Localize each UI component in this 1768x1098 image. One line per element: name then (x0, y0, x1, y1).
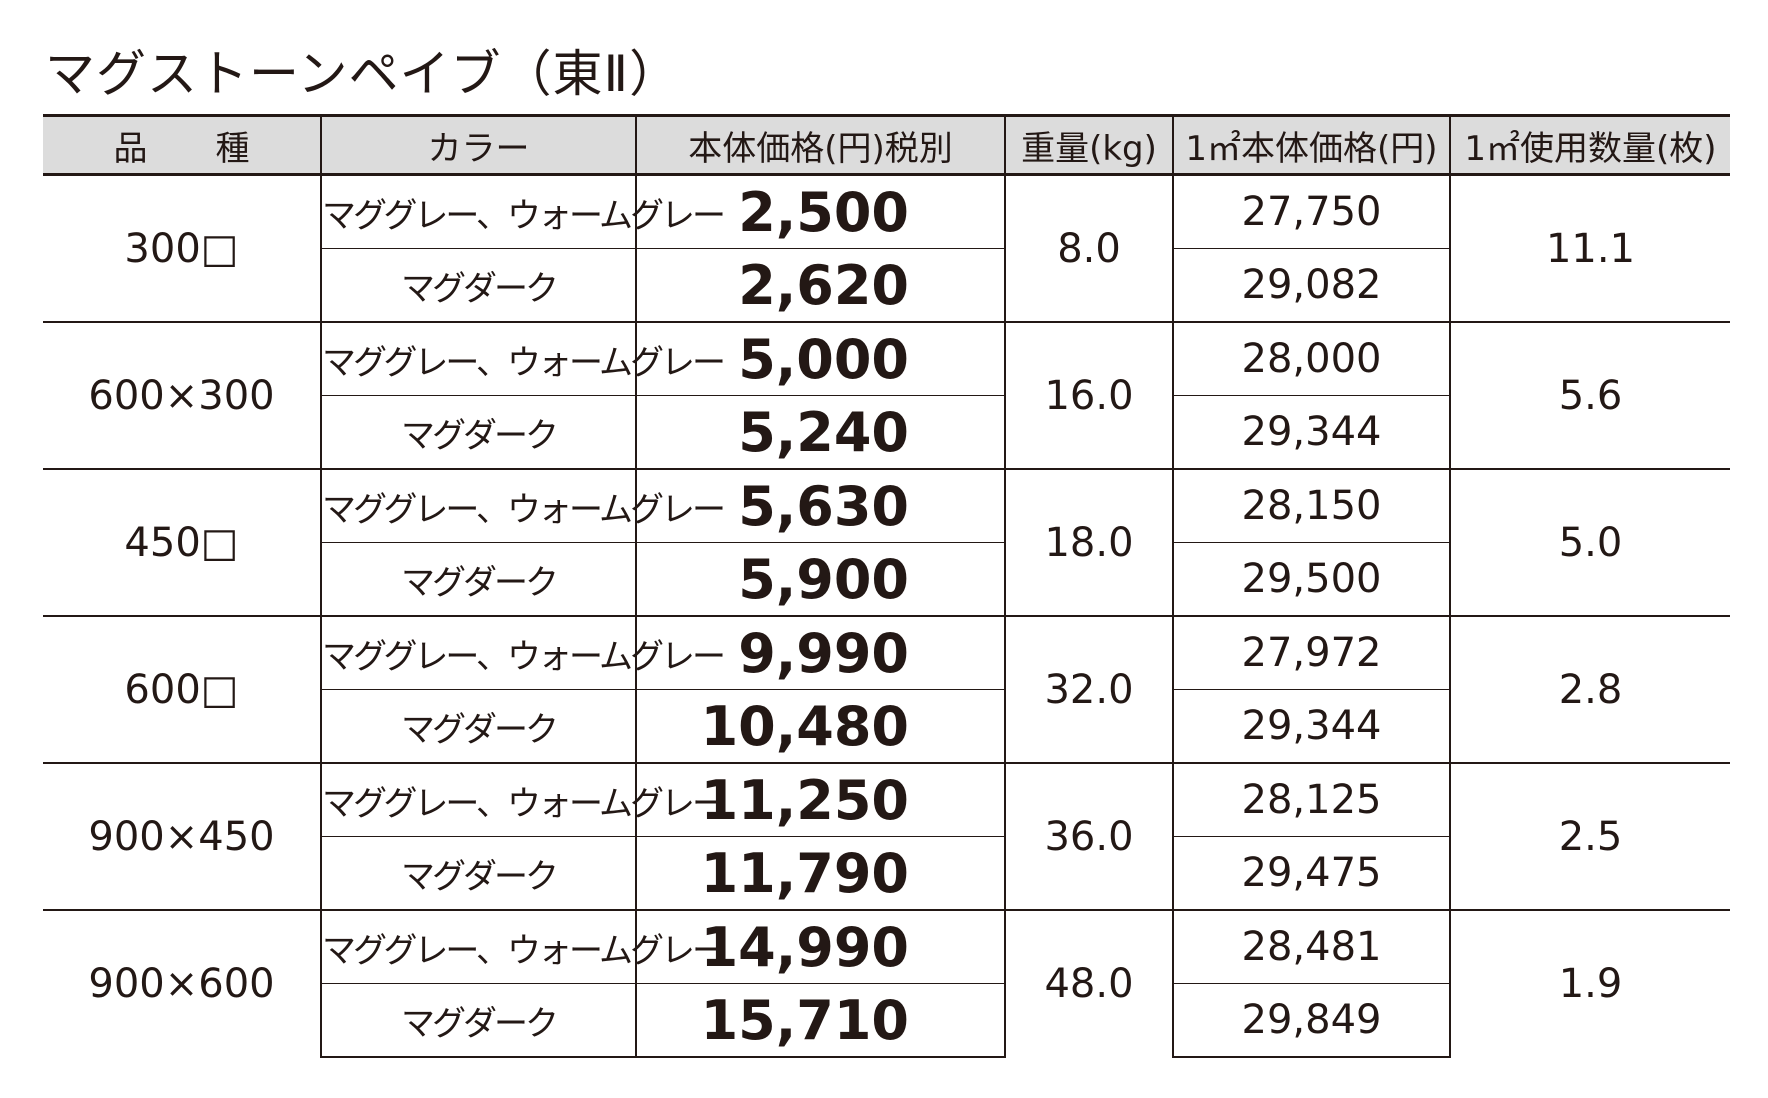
weight-cell: 16.0 (1004, 321, 1173, 469)
price-cell: 10,480 (635, 689, 1005, 763)
weight-cell: 8.0 (1004, 173, 1173, 322)
per-m2-price-cell: 28,125 (1172, 762, 1450, 837)
color-cell: マググレー、ウォームグレー (320, 173, 726, 249)
per-m2-price-cell: 29,344 (1172, 689, 1450, 763)
per-m2-price-cell: 29,849 (1172, 983, 1450, 1058)
price-cell: 5,240 (635, 395, 1005, 469)
price-cell: 14,990 (635, 909, 1005, 984)
quantity-cell: 2.8 (1449, 615, 1730, 763)
per-m2-price-cell: 29,500 (1172, 542, 1450, 616)
column-header: 重量(kg) (1004, 114, 1173, 176)
quantity-cell: 5.6 (1449, 321, 1730, 469)
column-header: 1㎡使用数量(枚) (1449, 114, 1730, 176)
color-cell: マググレー、ウォームグレー (320, 909, 726, 984)
table-row: 900×450 マググレー、ウォームグレー 11,250 36.0 28,125 2.5 (43, 762, 1730, 910)
table-row: マグダーク 2,620 29,082 (43, 248, 1730, 322)
quantity-cell: 11.1 (1449, 173, 1730, 322)
size-cell: 300□ (43, 173, 321, 322)
table-row: マグダーク 5,240 29,344 (43, 395, 1730, 469)
size-cell: 450□ (43, 468, 321, 616)
price-cell: 2,620 (635, 248, 1005, 322)
table-row: 300□ マググレー、ウォームグレー 2,500 8.0 27,750 11.1 (43, 173, 1730, 322)
size-cell: 600□ (43, 615, 321, 763)
price-cell: 5,000 (635, 321, 1005, 396)
table-row: マグダーク 15,710 29,849 (43, 983, 1730, 1058)
color-cell: マグダーク (320, 689, 636, 763)
table-row: 600×300 マググレー、ウォームグレー 5,000 16.0 28,000 5.6 (43, 321, 1730, 469)
per-m2-price-cell: 29,344 (1172, 395, 1450, 469)
price-cell: 11,250 (635, 762, 1005, 837)
table-row: マグダーク 10,480 29,344 (43, 689, 1730, 763)
price-cell: 11,790 (635, 836, 1005, 910)
header-row: 品 種カラー 本体価格(円)税別 重量(kg) 1㎡本体価格(円) 1㎡使用数量(枚) (43, 114, 1730, 176)
per-m2-price-cell: 27,972 (1172, 615, 1450, 690)
color-cell: マググレー、ウォームグレー (320, 468, 726, 543)
color-cell: マグダーク (320, 542, 636, 616)
weight-cell: 18.0 (1004, 468, 1173, 616)
per-m2-price-cell: 29,082 (1172, 248, 1450, 322)
table-row: 450□ マググレー、ウォームグレー 5,630 18.0 28,150 5.0 (43, 468, 1730, 616)
color-cell: マググレー、ウォームグレー (320, 615, 726, 690)
per-m2-price-cell: 28,000 (1172, 321, 1450, 396)
per-m2-price-cell: 28,150 (1172, 468, 1450, 543)
color-cell: マグダーク (320, 395, 636, 469)
price-table: 品 種カラー 本体価格(円)税別 重量(kg) 1㎡本体価格(円) 1㎡使用数量(枚) … (43, 114, 1730, 1058)
size-cell: 600×300 (43, 321, 321, 469)
per-m2-price-cell: 29,475 (1172, 836, 1450, 910)
table-row: マグダーク 11,790 29,475 (43, 836, 1730, 910)
column-header: 1㎡本体価格(円) (1172, 114, 1450, 176)
price-cell: 2,500 (635, 173, 1005, 249)
color-cell: マググレー、ウォームグレー (320, 762, 726, 837)
size-cell: 900×600 (43, 909, 321, 1057)
color-cell: マグダーク (320, 836, 636, 910)
quantity-cell: 2.5 (1449, 762, 1730, 910)
table-row: 900×600 マググレー、ウォームグレー 14,990 48.0 28,481 1.9 (43, 909, 1730, 1057)
quantity-cell: 1.9 (1449, 909, 1730, 1057)
color-cell: マググレー、ウォームグレー (320, 321, 726, 396)
column-header: 本体価格(円)税別 (635, 114, 1005, 176)
price-cell: 9,990 (635, 615, 1005, 690)
price-cell: 5,630 (635, 468, 1005, 543)
price-cell: 5,900 (635, 542, 1005, 616)
weight-cell: 48.0 (1004, 909, 1173, 1057)
per-m2-price-cell: 28,481 (1172, 909, 1450, 984)
weight-cell: 32.0 (1004, 615, 1173, 763)
weight-cell: 36.0 (1004, 762, 1173, 910)
quantity-cell: 5.0 (1449, 468, 1730, 616)
title: マグストーンペイブ（東Ⅱ） (45, 45, 681, 103)
table-row: マグダーク 5,900 29,500 (43, 542, 1730, 616)
column-header: 品 種 (43, 114, 321, 176)
size-cell: 900×450 (43, 762, 321, 910)
table-row: 600□ マググレー、ウォームグレー 9,990 32.0 27,972 2.8 (43, 615, 1730, 763)
color-cell: マグダーク (320, 248, 636, 322)
color-cell: マグダーク (320, 983, 636, 1058)
column-header: カラー (320, 114, 636, 176)
per-m2-price-cell: 27,750 (1172, 173, 1450, 249)
price-cell: 15,710 (635, 983, 1005, 1058)
